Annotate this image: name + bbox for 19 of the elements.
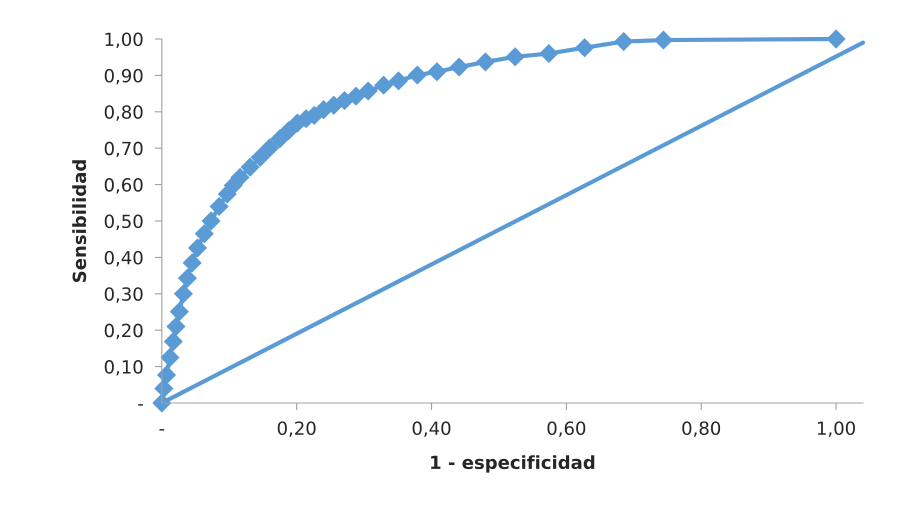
y-tick-label: 0,30 (104, 287, 143, 303)
x-tick-label: 0,20 (278, 421, 316, 437)
y-axis-title: Sensibilidad (72, 160, 86, 282)
x-tick-label: - (159, 429, 164, 431)
y-tick-label: 0,70 (104, 142, 143, 158)
x-tick-label: 0,40 (412, 421, 450, 437)
x-tick-label: 0,60 (547, 421, 586, 437)
y-tick-label: 0,50 (104, 214, 143, 230)
x-tick-label: 0,80 (682, 421, 720, 437)
x-axis-title: 1 - especificidad (431, 455, 594, 473)
y-tick-label: 1,00 (106, 32, 143, 48)
x-tick-label: 1,00 (818, 421, 855, 437)
y-tick-label: - (138, 404, 143, 406)
y-tick-label: 0,90 (104, 68, 143, 84)
y-tick-label: 0,20 (104, 324, 143, 340)
y-tick-label: 0,60 (104, 178, 143, 194)
y-tick-label: 0,80 (104, 105, 143, 121)
y-tick-label: 0,40 (104, 250, 143, 266)
y-tick-label: 0,10 (104, 360, 143, 376)
